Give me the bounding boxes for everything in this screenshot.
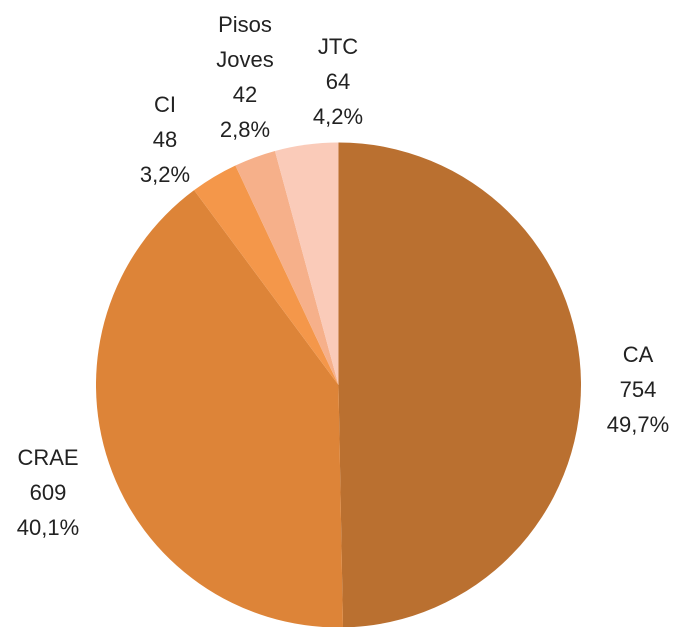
percent-label: 2,8% bbox=[219, 117, 271, 142]
category-label: JTC bbox=[317, 34, 359, 59]
category-label: Pisos Joves bbox=[216, 12, 274, 72]
value-label: 48 bbox=[152, 127, 178, 152]
pie-slice bbox=[235, 150, 339, 385]
category-label: CRAE bbox=[17, 445, 79, 470]
pie-slice bbox=[274, 142, 339, 385]
percent-label: 3,2% bbox=[139, 162, 191, 187]
value-label: 64 bbox=[325, 69, 351, 94]
data-label: CA 754 49,7% bbox=[593, 337, 679, 442]
value-label: 42 bbox=[232, 82, 258, 107]
category-label: CI bbox=[154, 92, 176, 117]
data-label: JTC 64 4,2% bbox=[293, 29, 383, 134]
percent-label: 40,1% bbox=[16, 515, 80, 540]
data-label: CRAE 609 40,1% bbox=[3, 440, 93, 545]
pie-slice bbox=[338, 142, 581, 627]
category-label: CA bbox=[622, 342, 654, 367]
pie-slice bbox=[96, 190, 344, 627]
data-label: CI 48 3,2% bbox=[120, 87, 210, 192]
pie-slice bbox=[194, 165, 339, 385]
data-label: Pisos Joves 42 2,8% bbox=[210, 7, 280, 147]
percent-label: 4,2% bbox=[312, 104, 364, 129]
value-label: 754 bbox=[619, 377, 657, 402]
value-label: 609 bbox=[29, 480, 67, 505]
percent-label: 49,7% bbox=[606, 412, 670, 437]
